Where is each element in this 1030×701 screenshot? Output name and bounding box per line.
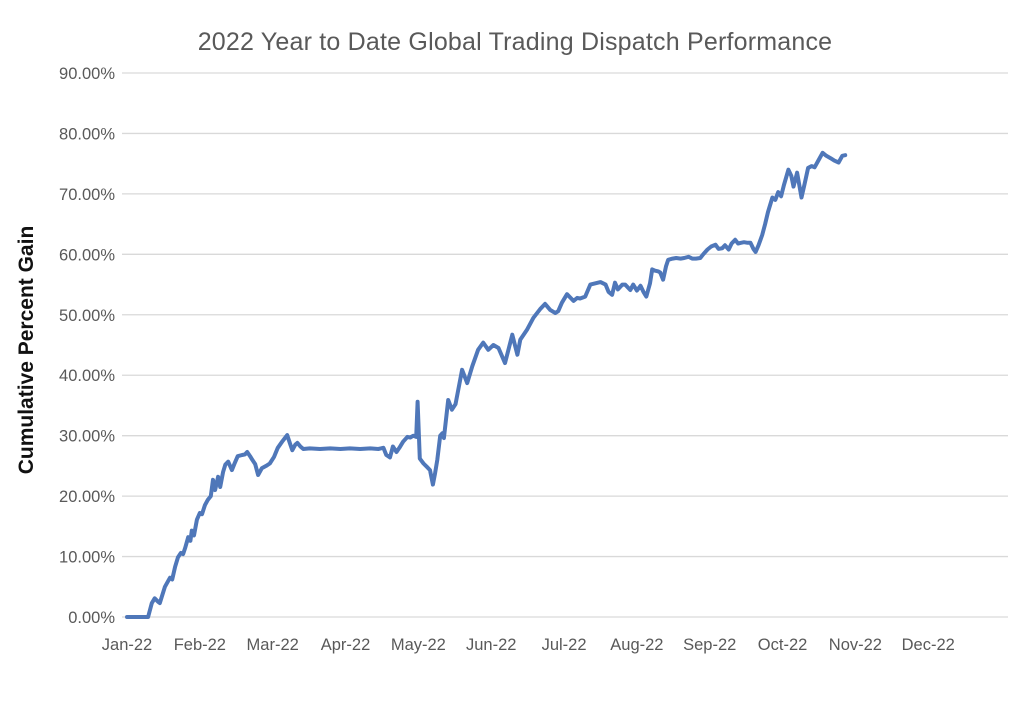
- x-tick-label: Nov-22: [829, 636, 882, 654]
- x-tick-label: Oct-22: [758, 636, 808, 654]
- x-tick-labels: Jan-22 Feb-22 Mar-22 Apr-22 May-22 Jun-22 Jul-…: [102, 636, 955, 654]
- chart-title: 2022 Year to Date Global Trading Dispatc…: [197, 28, 833, 56]
- x-tick-label: May-22: [391, 636, 446, 654]
- y-tick-label: 20.00%: [59, 488, 115, 506]
- x-tick-label: Jun-22: [466, 636, 516, 654]
- x-tick-label: Sep-22: [683, 636, 736, 654]
- x-tick-label: Apr-22: [321, 636, 371, 654]
- y-tick-label: 70.00%: [59, 186, 115, 204]
- x-tick-label: Mar-22: [247, 636, 299, 654]
- series-lines: [125, 150, 848, 619]
- y-tick-labels: 0.00% 10.00% 20.00% 30.00% 40.00% 50.00% 60.00…: [59, 65, 115, 627]
- gridlines: [122, 72, 1008, 618]
- y-tick-label: 10.00%: [59, 549, 115, 567]
- x-tick-label: Feb-22: [174, 636, 226, 654]
- x-tick-label: Aug-22: [610, 636, 663, 654]
- x-tick-label: Jan-22: [102, 636, 152, 654]
- series-line: [125, 150, 848, 619]
- y-tick-label: 80.00%: [59, 125, 115, 143]
- y-tick-label: 40.00%: [59, 367, 115, 385]
- x-tick-label: Dec-22: [902, 636, 955, 654]
- x-tick-label: Jul-22: [542, 636, 587, 654]
- y-tick-label: 90.00%: [59, 65, 115, 83]
- y-tick-label: 60.00%: [59, 246, 115, 264]
- y-tick-label: 30.00%: [59, 428, 115, 446]
- y-tick-label: 0.00%: [68, 609, 115, 627]
- y-tick-label: 50.00%: [59, 307, 115, 325]
- y-axis-title: Cumulative Percent Gain: [15, 225, 38, 475]
